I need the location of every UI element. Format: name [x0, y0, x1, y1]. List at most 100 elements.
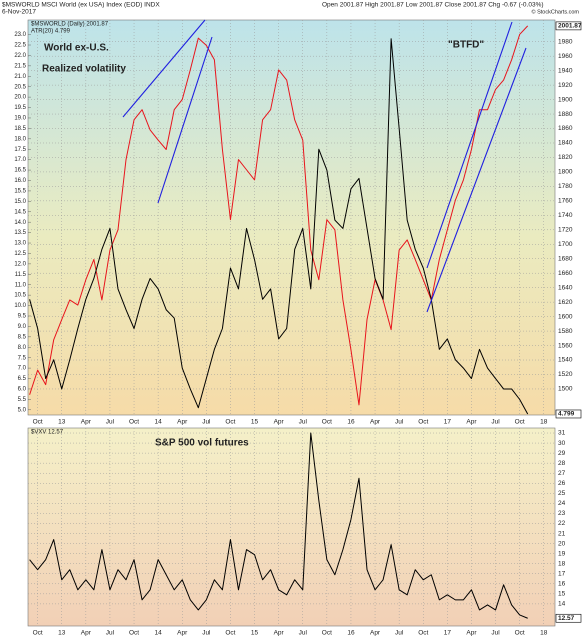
trend-line	[426, 47, 527, 313]
y2-tick-label: 1640	[558, 284, 573, 291]
y2-tick-label: 27	[558, 470, 566, 477]
last-value-label: 4.799	[558, 411, 575, 418]
trend-line	[426, 21, 513, 269]
x-tick-label: Apr	[177, 630, 188, 637]
y2-tick-label: 1760	[558, 198, 573, 205]
y2-tick-label: 1860	[558, 125, 573, 132]
y2-tick-label: 1920	[558, 82, 573, 89]
y2-tick-label: 23	[558, 510, 566, 517]
header-credit: © StockCharts.com	[532, 8, 580, 15]
y-tick-label: 22.5	[14, 43, 26, 49]
y-tick-label: 5.0	[18, 407, 27, 413]
trend-line	[157, 36, 213, 204]
x-tick-label: Apr	[81, 630, 92, 637]
x-tick-label: 13	[58, 630, 66, 637]
y-tick-label: 18.0	[14, 136, 26, 142]
y-tick-label: 15.5	[14, 189, 26, 195]
y2-tick-label: 1520	[558, 371, 573, 378]
legend-entry: ATR(20) 4.799	[31, 29, 71, 35]
y-tick-label: 8.0	[18, 345, 27, 351]
y2-tick-label: 1600	[558, 313, 573, 320]
y2-tick-label: 1660	[558, 270, 573, 277]
y-tick-label: 6.0	[18, 387, 27, 393]
x-tick-label: Apr	[274, 630, 285, 637]
x-tick-label: 17	[444, 630, 452, 637]
y2-tick-label: 21	[558, 530, 566, 537]
y-tick-label: 14.0	[14, 220, 26, 226]
x-tick-label: 15	[251, 630, 259, 637]
y2-tick-label: 15	[558, 591, 566, 598]
trend-line	[122, 19, 206, 118]
y-tick-label: 20.0	[14, 95, 26, 101]
y2-tick-label: 25	[558, 490, 566, 497]
y2-tick-label: 1960	[558, 53, 573, 60]
x-tick-label: Apr	[370, 419, 381, 426]
x-tick-label: 16	[347, 630, 355, 637]
x-tick-label: Apr	[177, 419, 188, 426]
last-value-box	[555, 613, 582, 623]
y2-tick-label: 1880	[558, 111, 573, 118]
y2-tick-label: 1720	[558, 227, 573, 234]
x-tick-label: Oct	[322, 630, 332, 637]
y-tick-label: 21.0	[14, 74, 26, 80]
x-tick-label: Oct	[418, 630, 428, 637]
y2-tick-label: 28	[558, 460, 566, 467]
x-tick-label: Apr	[274, 419, 285, 426]
last-value-box	[555, 21, 582, 31]
header-date: 6-Nov-2017	[2, 9, 36, 16]
y2-tick-label: 1500	[558, 386, 573, 393]
y2-tick-label: 1740	[558, 212, 573, 219]
x-tick-label: Oct	[225, 630, 235, 637]
y-tick-label: 6.5	[18, 376, 27, 382]
x-tick-label: Oct	[515, 630, 525, 637]
last-value-box	[555, 409, 582, 419]
x-tick-label: Oct	[129, 419, 139, 426]
y-tick-label: 14.5	[14, 209, 26, 215]
y2-tick-label: 31	[558, 430, 566, 437]
y-tick-label: 17.0	[14, 157, 26, 163]
annotation: World ex-U.S.	[44, 43, 109, 54]
y2-tick-label: 22	[558, 520, 566, 527]
annotation: "BTFD"	[448, 40, 484, 51]
y2-tick-label: 1820	[558, 154, 573, 161]
y-tick-label: 16.0	[14, 178, 26, 184]
y-tick-label: 12.5	[14, 251, 26, 257]
x-tick-label: 14	[155, 419, 163, 426]
y2-tick-label: 1700	[558, 241, 573, 248]
y-tick-label: 9.5	[18, 314, 27, 320]
y-tick-label: 13.0	[14, 241, 26, 247]
x-tick-label: Jul	[395, 419, 404, 426]
y-tick-label: 20.5	[14, 84, 26, 90]
annotation: S&P 500 vol futures	[155, 438, 249, 449]
x-tick-label: 16	[347, 419, 355, 426]
y-tick-label: 19.5	[14, 105, 26, 111]
x-tick-label: Oct	[129, 630, 139, 637]
x-tick-label: Oct	[33, 419, 43, 426]
x-tick-label: 18	[540, 419, 548, 426]
y-tick-label: 23.0	[14, 32, 26, 38]
y-tick-label: 19.0	[14, 116, 26, 122]
x-tick-label: Oct	[322, 419, 332, 426]
y2-tick-label: 20	[558, 540, 566, 547]
x-tick-label: Jul	[106, 419, 115, 426]
y-tick-label: 22.0	[14, 53, 26, 59]
x-tick-label: Jul	[106, 630, 115, 637]
last-value-label: 2001.87	[558, 23, 582, 30]
y2-tick-label: 30	[558, 440, 566, 447]
y-tick-label: 9.0	[18, 324, 27, 330]
y2-tick-label: 1540	[558, 357, 573, 364]
series-line	[29, 25, 529, 406]
y2-tick-label: 1840	[558, 140, 573, 147]
header-quote: Open 2001.87 High 2001.87 Low 2001.87 Cl…	[322, 2, 544, 9]
x-tick-label: 13	[58, 419, 66, 426]
y-tick-label: 17.5	[14, 147, 26, 153]
header-symbol: $MSWORLD MSCI World (ex USA) Index (EOD)…	[2, 2, 160, 9]
y2-tick-label: 1620	[558, 299, 573, 306]
y2-tick-label: 29	[558, 450, 566, 457]
y2-tick-label: 16	[558, 581, 566, 588]
legend-entry: $VXV 12.57	[31, 430, 64, 436]
panel	[27, 427, 556, 627]
x-tick-label: Apr	[370, 630, 381, 637]
y2-tick-label: 1780	[558, 183, 573, 190]
